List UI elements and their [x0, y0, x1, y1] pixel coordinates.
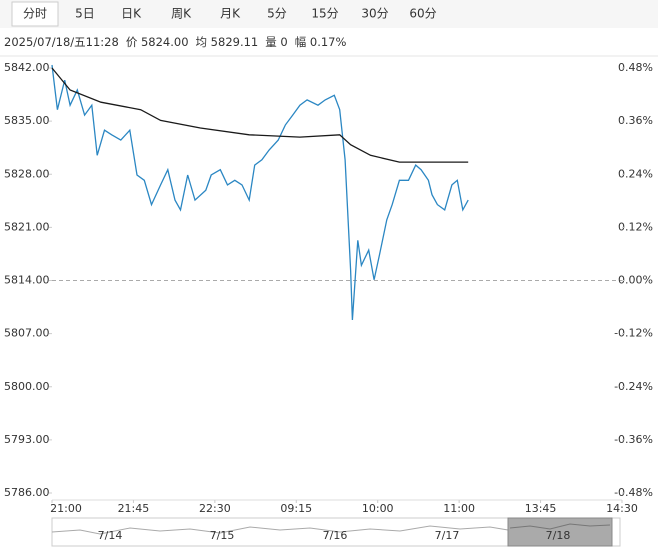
- tab[interactable]: 月K: [220, 7, 241, 21]
- x-tick-label: 21:45: [118, 502, 150, 515]
- navigator-line: [51, 525, 509, 535]
- y-tick-label: 5807.00: [4, 327, 50, 340]
- navigator-date: 7/14: [98, 529, 123, 542]
- status-change: 幅 0.17%: [295, 35, 347, 49]
- y-tick-label: 5842.00: [4, 61, 50, 74]
- y-tick-label: 5800.00: [4, 380, 50, 393]
- x-tick-label: 13:45: [525, 502, 557, 515]
- status-price: 价 5824.00: [126, 35, 189, 49]
- status-avg: 均 5829.11: [196, 35, 259, 49]
- navigator-date: 7/17: [435, 529, 460, 542]
- y2-tick-label: 0.00%: [618, 274, 653, 287]
- navigator-date: 7/18: [546, 529, 571, 542]
- y2-tick-label: 0.36%: [618, 114, 653, 127]
- x-tick-label: 09:15: [280, 502, 312, 515]
- tab[interactable]: 30分: [361, 7, 388, 21]
- series-line: [51, 67, 469, 163]
- status-time: 2025/07/18/五11:28: [4, 35, 119, 49]
- tab[interactable]: 日K: [121, 7, 142, 21]
- navigator-window-line: [509, 523, 611, 530]
- status-volume: 量 0: [265, 35, 287, 49]
- x-tick-label: 14:30: [606, 502, 638, 515]
- navigator-dates: 7/14 7/15 7/16 7/17 7/18: [98, 529, 571, 542]
- y2-tick-label: 0.24%: [618, 167, 653, 180]
- tab-bar: [0, 0, 658, 28]
- navigator-window[interactable]: [507, 517, 613, 547]
- x-tick-label: 10:00: [362, 502, 394, 515]
- y-tick-label: 5786.00: [4, 486, 50, 499]
- navigator-date: 7/15: [210, 529, 235, 542]
- y2-tick-label: -0.48%: [614, 486, 653, 499]
- x-tick-label: 22:30: [199, 502, 231, 515]
- navigator-date: 7/16: [323, 529, 348, 542]
- y2-tick-label: -0.24%: [614, 380, 653, 393]
- status-line: 2025/07/18/五11:28 价 5824.00 均 5829.11 量 0 幅 …: [4, 35, 346, 49]
- series-line: [51, 64, 469, 321]
- tab[interactable]: 15分: [311, 7, 338, 21]
- y-tick-label: 5793.00: [4, 433, 50, 446]
- x-tick-label: 21:00: [50, 502, 82, 515]
- tab[interactable]: 分时: [23, 7, 47, 21]
- y2-tick-label: -0.36%: [614, 433, 653, 446]
- tabs: 分时 5日 日K 周K 月K 5分 15分 30分 60分: [23, 7, 437, 21]
- y-tick-label: 5828.00: [4, 167, 50, 180]
- y-tick-label: 5821.00: [4, 220, 50, 233]
- active-tab: [11, 1, 59, 27]
- tab[interactable]: 周K: [171, 7, 192, 21]
- y2-tick-label: 0.12%: [618, 220, 653, 233]
- tab[interactable]: 5日: [75, 7, 95, 21]
- x-tick-label: 11:00: [443, 502, 475, 515]
- tab[interactable]: 5分: [267, 7, 287, 21]
- y-tick-label: 5835.00: [4, 114, 50, 127]
- y2-tick-label: 0.48%: [618, 61, 653, 74]
- y2-tick-label: -0.12%: [614, 327, 653, 340]
- tab[interactable]: 60分: [409, 7, 436, 21]
- y-tick-label: 5814.00: [4, 274, 50, 287]
